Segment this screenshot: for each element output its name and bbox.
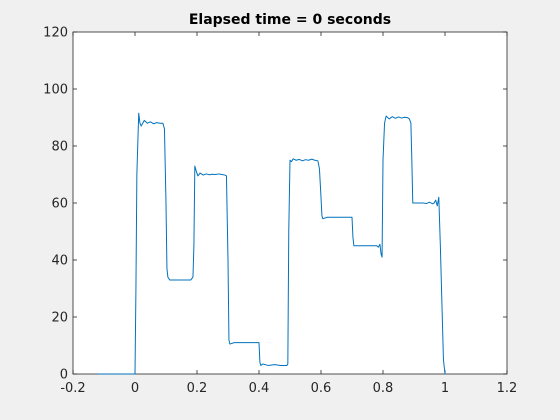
x-tick-label: 0.2 <box>187 381 208 396</box>
y-axis: 0 20 40 60 80 100 120 <box>43 26 507 383</box>
y-tick-label: 20 <box>51 311 68 326</box>
x-tick-label: 0.8 <box>373 381 394 396</box>
plot-area <box>72 31 508 375</box>
y-tick-label: 0 <box>60 368 68 383</box>
y-tick-label: 40 <box>51 254 68 269</box>
series-layer <box>97 112 446 375</box>
y-tick-label: 120 <box>43 26 68 41</box>
y-tick-label: 100 <box>43 83 68 98</box>
x-tick-label: 1 <box>441 381 449 396</box>
series-line <box>97 112 446 375</box>
x-tick-label: 0.6 <box>311 381 332 396</box>
y-tick-label: 80 <box>51 140 68 155</box>
x-tick-label: 0 <box>131 381 139 396</box>
x-tick-label: 1.2 <box>497 381 518 396</box>
x-axis: -0.2 0 0.2 0.4 0.6 0.8 1 1.2 <box>60 32 517 396</box>
x-tick-label: -0.2 <box>60 381 85 396</box>
chart-title: Elapsed time = 0 seconds <box>189 12 391 28</box>
y-tick-label: 60 <box>51 197 68 212</box>
x-tick-label: 0.4 <box>249 381 270 396</box>
